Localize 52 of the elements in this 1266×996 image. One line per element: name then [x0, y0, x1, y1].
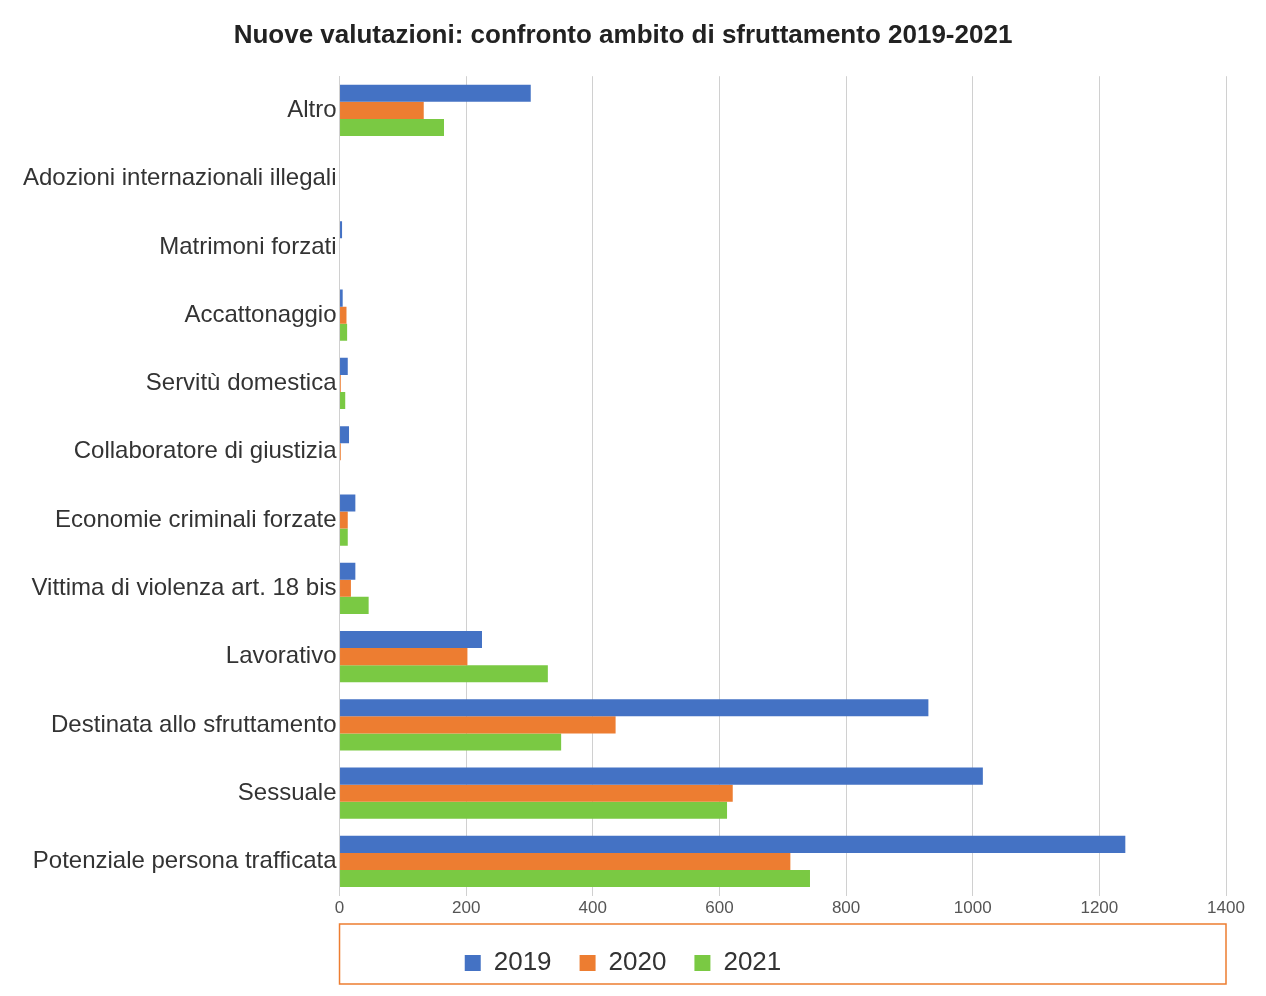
- bar: [340, 648, 468, 666]
- bar: [340, 426, 350, 444]
- y-tick-label: Vittima di violenza art. 18 bis: [31, 572, 337, 600]
- bar: [340, 323, 348, 341]
- y-tick-label: Servitù domestica: [145, 368, 338, 396]
- bar: [340, 511, 348, 529]
- x-tick-label: 0: [334, 898, 345, 918]
- bar: [340, 84, 531, 102]
- chart-title: Nuove valutazioni: confronto ambito di sfruttamento 2019-2021: [233, 18, 1013, 49]
- x-tick-label: 600: [705, 898, 734, 918]
- bar: [340, 221, 343, 239]
- bar: [340, 392, 346, 410]
- bar: [340, 631, 482, 649]
- bar: [340, 357, 348, 375]
- x-tick-label: 1400: [1207, 898, 1245, 918]
- y-tick-label: Economie criminali forzate: [55, 504, 337, 532]
- y-tick-label: Potenziale persona trafficata: [32, 846, 338, 874]
- x-tick-label: 1200: [1080, 898, 1119, 918]
- bar: [340, 306, 347, 324]
- y-tick-label: Destinata allo sfruttamento: [51, 709, 337, 737]
- bar: [340, 852, 791, 870]
- bar: [340, 733, 562, 751]
- bar: [340, 118, 444, 136]
- bar: [340, 494, 356, 512]
- bar: [340, 869, 810, 888]
- bar: [340, 665, 548, 683]
- bar: [340, 699, 929, 717]
- bar: [340, 101, 424, 119]
- bar: [340, 716, 616, 734]
- bar: [340, 596, 369, 614]
- legend-label: 2019: [493, 946, 552, 977]
- bar: [340, 801, 728, 819]
- y-tick-label: Accattonaggio: [184, 299, 337, 327]
- bar: [340, 579, 351, 597]
- bar: [340, 289, 343, 307]
- bar: [340, 562, 356, 580]
- x-tick-label: 1000: [953, 898, 992, 918]
- bar: [340, 767, 983, 785]
- y-tick-label: Altro: [287, 94, 337, 122]
- y-tick-label: Adozioni internazionali illegali: [22, 163, 337, 191]
- y-tick-label: Matrimoni forzati: [159, 231, 337, 259]
- y-tick-label: Sessuale: [237, 777, 337, 805]
- legend-label: 2020: [608, 946, 667, 977]
- x-tick-label: 200: [451, 898, 481, 918]
- x-tick-label: 400: [578, 898, 607, 918]
- bar: [340, 784, 733, 802]
- legend-label: 2021: [723, 946, 782, 977]
- y-tick-label: Collaboratore di giustizia: [73, 436, 338, 464]
- bar: [340, 528, 348, 546]
- x-tick-label: 800: [831, 898, 861, 918]
- bar: [340, 835, 1126, 853]
- y-tick-label: Lavorativo: [225, 641, 337, 669]
